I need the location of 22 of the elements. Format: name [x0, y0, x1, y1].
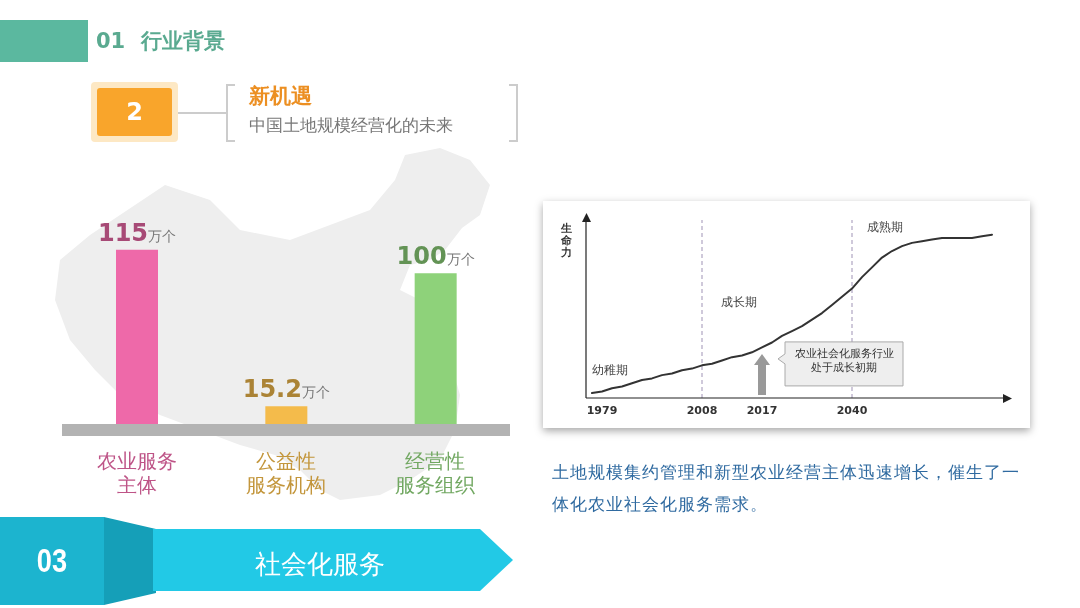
x-tick-label: 经营性服务组织 — [395, 449, 476, 497]
text: 成熟期 — [867, 219, 903, 235]
annotation: 成长期 — [721, 294, 757, 310]
number-badge: 2 — [91, 82, 178, 142]
text: 01 行业背景 — [96, 28, 225, 55]
x-tick-label: 1979 — [586, 403, 618, 417]
x-tick-label: 农业服务主体 — [96, 449, 177, 497]
text: 土地规模集约管理和新型农业经营主体迅速增长，催生了一体化农业社会化服务需求。 — [552, 461, 1021, 516]
x-tick-label: 公益性服务机构 — [246, 449, 326, 497]
x-tick-label: 2017 — [746, 403, 778, 417]
data-label: 100万个 — [396, 242, 475, 271]
text: 03 — [35, 540, 69, 580]
chart-title: 新机遇 — [249, 83, 312, 109]
annotation: 幼稚期 — [592, 362, 628, 378]
text: 社会化服务 — [254, 548, 386, 581]
data-label: 15.2万个 — [242, 375, 330, 404]
chart-subtitle: 中国土地规模经营化的未来 — [249, 114, 453, 136]
annotation: 农业社会化服务行业处于成长初期 — [794, 346, 894, 374]
data-label: 115万个 — [97, 218, 177, 247]
x-tick-label: 2040 — [836, 403, 868, 417]
x-tick-label: 2008 — [686, 403, 718, 417]
y-axis-title: 生命力 — [561, 222, 573, 259]
